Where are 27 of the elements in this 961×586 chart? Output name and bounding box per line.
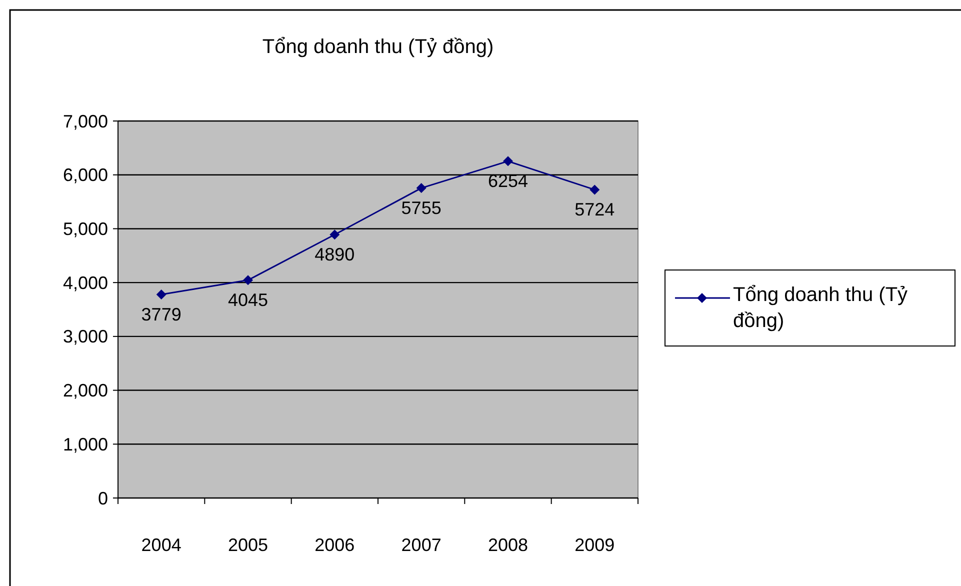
x-tick-label: 2004: [141, 535, 182, 555]
legend-label: Tổng doanh thu (Tỷ đồng): [733, 283, 909, 334]
point: [330, 230, 340, 240]
data-label: 4045: [228, 290, 268, 310]
y-tick-label: 6,000: [62, 165, 108, 186]
point: [503, 156, 513, 166]
point: [156, 289, 166, 300]
point: [243, 275, 253, 286]
y-tick-label: 4,000: [62, 272, 108, 293]
x-tick-label: 2005: [228, 535, 268, 555]
x-tick-label: 2007: [401, 535, 442, 555]
y-tick-label: 3,000: [62, 326, 108, 347]
x-tick-label: 2006: [314, 535, 355, 555]
y-tick-label: 5,000: [62, 219, 108, 240]
point: [590, 184, 600, 195]
y-tick-label: 7,000: [62, 111, 108, 132]
y-tick-label: 1,000: [62, 434, 108, 454]
x-tick-label: 2009: [574, 535, 615, 555]
data-label: 4890: [314, 244, 355, 265]
data-label: 3779: [141, 304, 182, 324]
data-label: 5724: [574, 200, 615, 220]
point: [416, 183, 426, 194]
y-tick-label: 0: [98, 488, 108, 508]
y-tick-label: 2,000: [62, 380, 108, 401]
chart-title: Tổng doanh thu (Tỷ đồng): [262, 36, 494, 58]
data-label: 5755: [401, 198, 442, 218]
x-tick-label: 2008: [488, 535, 528, 555]
